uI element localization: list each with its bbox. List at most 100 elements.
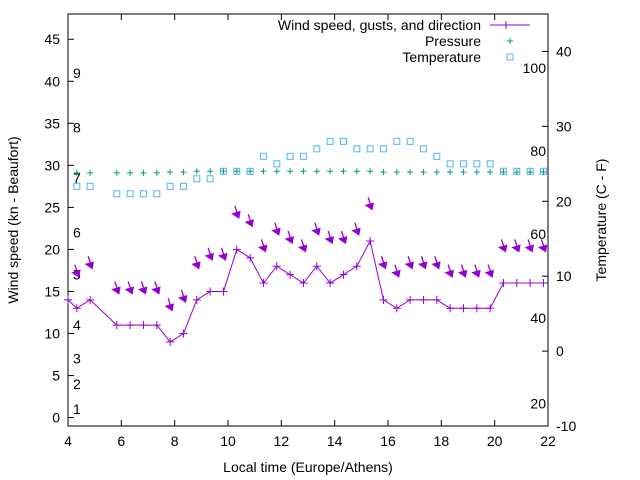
temperature-point <box>539 167 547 175</box>
pressure-point <box>340 168 347 175</box>
temperature-point <box>259 152 267 160</box>
x-tick-label: 8 <box>171 433 179 449</box>
temperature-point <box>499 167 507 175</box>
wind-direction-arrow <box>337 230 348 245</box>
wind-speed-point <box>272 262 281 271</box>
temperature-point <box>179 182 187 190</box>
wind-speed-point <box>299 279 308 288</box>
wind-speed-point <box>139 321 148 330</box>
pressure-point <box>153 169 160 176</box>
fahrenheit-label: 40 <box>530 310 546 326</box>
beaufort-label: 8 <box>73 120 81 136</box>
wind-speed-point <box>472 304 481 313</box>
wind-speed-point <box>459 304 468 313</box>
wind-speed-point <box>352 262 361 271</box>
wind-direction-arrow <box>471 264 481 278</box>
pressure-point <box>180 169 187 176</box>
temperature-point <box>366 145 374 153</box>
fahrenheit-label: 100 <box>523 60 547 76</box>
wind-direction-arrow <box>71 264 81 278</box>
wind-direction-arrow <box>364 197 374 211</box>
temperature-point <box>446 160 454 168</box>
temperature-point <box>379 145 387 153</box>
wind-direction-arrow <box>111 281 121 295</box>
pressure-point <box>487 169 494 176</box>
y-tick-label: 40 <box>44 73 60 89</box>
y-tick-label: 5 <box>52 368 60 384</box>
beaufort-label: 6 <box>73 225 81 241</box>
wind-direction-arrow <box>524 239 534 253</box>
wind-direction-arrow <box>177 289 188 303</box>
y2-tick-label: 10 <box>556 268 572 284</box>
wind-direction-arrow <box>84 256 94 270</box>
pressure-point <box>300 168 307 175</box>
y2-tick-label: 20 <box>556 193 572 209</box>
wind-direction-arrow <box>137 281 148 295</box>
data-marks <box>64 137 548 346</box>
temperature-point <box>353 145 361 153</box>
temperature-point <box>486 160 494 168</box>
wind-direction-arrow <box>164 298 174 312</box>
y-tick-label: 20 <box>44 241 60 257</box>
x-tick-label: 14 <box>327 433 343 449</box>
fahrenheit-label: 20 <box>530 396 546 412</box>
y2-tick-label: -10 <box>556 418 576 434</box>
wind-direction-arrow <box>204 247 214 261</box>
wind-direction-arrow <box>244 213 254 228</box>
fahrenheit-label: 80 <box>530 143 546 159</box>
y2-tick-label: 30 <box>556 118 572 134</box>
temperature-point <box>233 167 241 175</box>
beaufort-label: 9 <box>73 65 81 81</box>
x-tick-label: 6 <box>117 433 125 449</box>
wind-direction-arrow <box>444 264 454 278</box>
y2-tick-label: 40 <box>556 43 572 59</box>
beaufort-label: 1 <box>73 401 81 417</box>
legend-label-wind: Wind speed, gusts, and direction <box>278 17 481 33</box>
wind-direction-arrow <box>191 256 201 270</box>
temperature-point <box>473 160 481 168</box>
wind-speed-point <box>526 279 535 288</box>
y-axis-label: Wind speed (kn - Beaufort) <box>5 136 21 303</box>
y-tick-label: 35 <box>44 115 60 131</box>
pressure-point <box>353 168 360 175</box>
pressure-point <box>367 168 374 175</box>
x-tick-label: 12 <box>274 433 290 449</box>
wind-speed-point <box>339 270 348 279</box>
wind-speed-point <box>512 279 521 288</box>
y-tick-label: 10 <box>44 326 60 342</box>
beaufort-label: 2 <box>73 376 81 392</box>
wind-speed-point <box>499 279 508 288</box>
wind-speed-point <box>166 337 175 346</box>
temperature-point <box>313 145 321 153</box>
wind-direction-arrow <box>271 222 281 236</box>
pressure-point <box>167 169 174 176</box>
pressure-point <box>220 168 227 175</box>
temperature-point <box>86 182 94 190</box>
wind-direction-arrow <box>257 239 268 253</box>
wind-direction-arrow <box>377 256 388 270</box>
temperature-point <box>526 167 534 175</box>
wind-direction-arrow <box>457 264 468 278</box>
pressure-point <box>273 168 280 175</box>
x-tick-label: 20 <box>487 433 503 449</box>
axis-ticks: 4 6 8 10 12 14 16 18 20 22051015202530354045-1001… <box>44 14 576 449</box>
temperature-point <box>166 182 174 190</box>
pressure-point <box>73 169 80 176</box>
temperature-point <box>113 190 121 198</box>
pressure-point <box>260 168 267 175</box>
pressure-point <box>460 169 467 176</box>
wind-direction-arrow <box>351 222 361 236</box>
wind-speed-point <box>286 270 295 279</box>
temperature-point <box>406 137 414 145</box>
temperature-point <box>219 167 227 175</box>
wind-direction-arrow <box>511 239 521 253</box>
pressure-point <box>393 169 400 176</box>
wind-speed-point <box>326 279 335 288</box>
temperature-point <box>139 190 147 198</box>
wind-speed-point <box>72 304 81 313</box>
y-tick-label: 0 <box>52 410 60 426</box>
wind-speed-point <box>392 304 401 313</box>
wind-speed-point <box>64 295 72 304</box>
x-tick-label: 16 <box>380 433 396 449</box>
wind-speed-point <box>219 287 228 296</box>
